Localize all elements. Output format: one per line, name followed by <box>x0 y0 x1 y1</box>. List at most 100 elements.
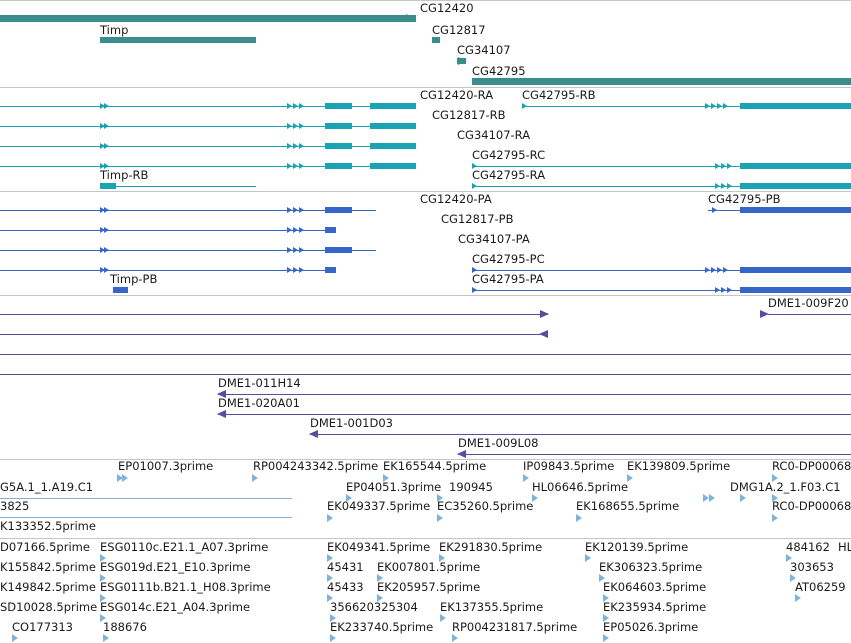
feature-label[interactable]: DME1-020A01 <box>218 396 300 410</box>
feature-label[interactable]: CO177313 <box>12 620 73 634</box>
feature-line[interactable] <box>472 166 851 167</box>
feature-block[interactable] <box>100 37 256 43</box>
feature-line[interactable] <box>0 374 851 375</box>
feature-block[interactable] <box>325 207 352 213</box>
feature-label[interactable]: HL <box>838 540 851 554</box>
feature-label[interactable]: DME1-001D03 <box>310 416 393 430</box>
feature-label[interactable]: K133352.5prime <box>0 519 96 533</box>
feature-label[interactable]: 303653 <box>790 560 834 574</box>
feature-block[interactable] <box>370 103 416 109</box>
feature-label[interactable]: CG12817-RB <box>432 108 506 122</box>
feature-label[interactable]: CG12420-PA <box>420 192 492 206</box>
feature-label[interactable]: CG34107-RA <box>457 128 531 142</box>
feature-label[interactable]: 3825 <box>0 499 30 513</box>
feature-line[interactable] <box>472 290 851 291</box>
feature-label[interactable]: EP04051.3prime <box>346 480 442 494</box>
feature-line[interactable] <box>0 146 416 147</box>
feature-line[interactable] <box>0 334 548 335</box>
feature-line[interactable] <box>0 270 336 271</box>
feature-label[interactable]: EK306323.5prime <box>599 560 703 574</box>
feature-label[interactable]: K155842.5prime <box>0 560 96 574</box>
feature-block[interactable] <box>740 183 851 189</box>
feature-label[interactable]: DME1-009L08 <box>458 436 539 450</box>
feature-label[interactable]: Timp-PB <box>110 272 158 286</box>
feature-block[interactable] <box>370 123 416 129</box>
feature-block[interactable] <box>325 227 336 233</box>
feature-label[interactable]: EK233740.5prime <box>330 620 434 634</box>
feature-block[interactable] <box>740 287 851 293</box>
feature-block[interactable] <box>370 163 416 169</box>
feature-label[interactable]: EP05026.3prime <box>603 620 699 634</box>
feature-line[interactable] <box>0 314 548 315</box>
feature-line[interactable] <box>0 210 376 211</box>
feature-label[interactable]: K149842.5prime <box>0 580 96 594</box>
feature-block[interactable] <box>325 267 336 273</box>
feature-label[interactable]: ESG0111b.B21.1_H08.3prime <box>100 580 271 594</box>
feature-label[interactable]: HL06646.5prime <box>532 480 629 494</box>
feature-block[interactable] <box>370 143 416 149</box>
feature-block[interactable] <box>325 103 352 109</box>
feature-label[interactable]: D07166.5prime <box>0 540 90 554</box>
feature-label[interactable]: RC0-DP00068 <box>772 459 851 473</box>
feature-line[interactable] <box>0 250 376 251</box>
feature-label[interactable]: CG34107 <box>457 43 511 57</box>
feature-label[interactable]: RP004231817.5prime <box>452 620 578 634</box>
feature-block[interactable] <box>472 78 851 85</box>
feature-line[interactable] <box>458 454 851 455</box>
feature-label[interactable]: EK120139.5prime <box>585 540 689 554</box>
feature-label[interactable]: ESG014c.E21_A04.3prime <box>100 600 251 614</box>
feature-label[interactable]: 356620325304 <box>330 600 418 614</box>
feature-line[interactable] <box>522 106 851 107</box>
feature-label[interactable]: EP01007.3prime <box>118 459 214 473</box>
feature-label[interactable]: EK049337.5prime <box>327 499 431 513</box>
feature-line[interactable] <box>310 434 851 435</box>
feature-label[interactable]: CG42795-PA <box>472 272 544 286</box>
feature-block[interactable] <box>113 287 128 293</box>
feature-label[interactable]: EK291830.5prime <box>439 540 543 554</box>
feature-line[interactable] <box>0 498 292 499</box>
feature-label[interactable]: EK007801.5prime <box>377 560 481 574</box>
feature-label[interactable]: EK049341.5prime <box>327 540 431 554</box>
feature-block[interactable] <box>325 123 352 129</box>
feature-line[interactable] <box>0 126 416 127</box>
feature-line[interactable] <box>0 166 416 167</box>
feature-line[interactable] <box>0 106 416 107</box>
feature-line[interactable] <box>218 414 851 415</box>
feature-line[interactable] <box>100 186 256 187</box>
feature-label[interactable]: 188676 <box>103 620 147 634</box>
feature-label[interactable]: G5A.1_1.A19.C1 <box>0 480 94 494</box>
feature-block[interactable] <box>740 207 851 213</box>
feature-label[interactable]: CG42795-RB <box>522 88 596 102</box>
feature-block[interactable] <box>325 143 352 149</box>
feature-label[interactable]: DME1-009F20 <box>768 296 849 310</box>
feature-block[interactable] <box>325 247 352 253</box>
feature-label[interactable]: AT06259 <box>795 580 846 594</box>
feature-label[interactable]: EK235934.5prime <box>603 600 707 614</box>
feature-label[interactable]: DMG1A.2_1.F03.C1 <box>730 480 841 494</box>
feature-line[interactable] <box>472 270 851 271</box>
feature-label[interactable]: CG42795-PB <box>708 192 781 206</box>
feature-label[interactable]: IP09843.5prime <box>523 459 615 473</box>
feature-line[interactable] <box>768 314 851 315</box>
feature-label[interactable]: CG42795-RC <box>472 148 546 162</box>
feature-label[interactable]: 484162 <box>786 540 830 554</box>
feature-label[interactable]: EK064603.5prime <box>603 580 707 594</box>
feature-line[interactable] <box>218 394 851 395</box>
feature-label[interactable]: SD10028.5prime <box>0 600 98 614</box>
feature-label[interactable]: CG12817-PB <box>441 212 514 226</box>
feature-label[interactable]: DME1-011H14 <box>218 376 301 390</box>
feature-label[interactable]: CG12420 <box>420 1 474 15</box>
feature-block[interactable] <box>740 103 851 109</box>
feature-label[interactable]: CG12420-RA <box>420 88 494 102</box>
feature-label[interactable]: Timp-RB <box>100 168 149 182</box>
feature-label[interactable]: Timp <box>100 23 129 37</box>
feature-label[interactable]: EK165544.5prime <box>383 459 487 473</box>
feature-block[interactable] <box>100 183 116 189</box>
feature-block[interactable] <box>0 15 416 22</box>
feature-label[interactable]: CG42795-PC <box>472 252 545 266</box>
feature-line[interactable] <box>0 517 292 518</box>
feature-line[interactable] <box>472 186 851 187</box>
feature-label[interactable]: 45433 <box>327 580 364 594</box>
feature-line[interactable] <box>0 354 851 355</box>
feature-block[interactable] <box>325 163 352 169</box>
